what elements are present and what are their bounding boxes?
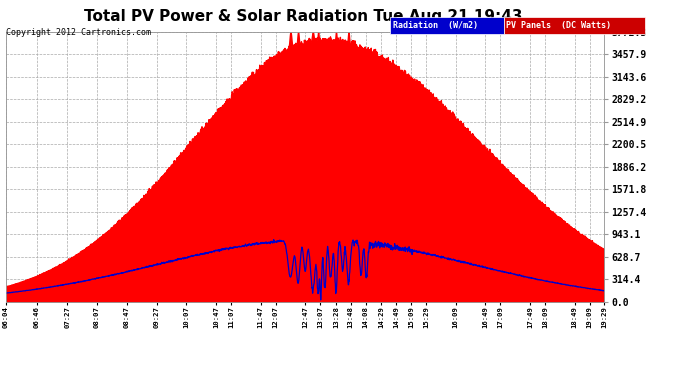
Text: Total PV Power & Solar Radiation Tue Aug 21 19:43: Total PV Power & Solar Radiation Tue Aug… [84,9,523,24]
Text: PV Panels  (DC Watts): PV Panels (DC Watts) [506,21,611,30]
Text: Copyright 2012 Cartronics.com: Copyright 2012 Cartronics.com [6,28,150,37]
Text: Radiation  (W/m2): Radiation (W/m2) [393,21,477,30]
